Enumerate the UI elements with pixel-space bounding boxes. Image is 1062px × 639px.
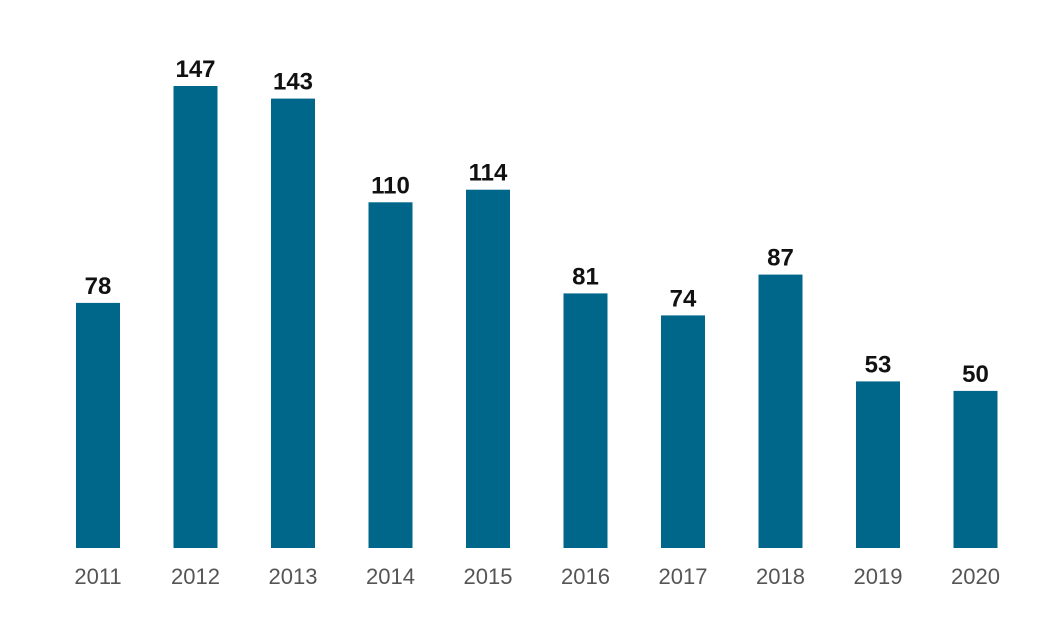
value-label-2017: 74 — [670, 285, 697, 312]
value-label-2018: 87 — [767, 245, 794, 272]
x-tick-label-2018: 2018 — [756, 564, 805, 589]
x-tick-label-2016: 2016 — [561, 564, 610, 589]
x-tick-label-2013: 2013 — [269, 564, 318, 589]
bar-2017 — [661, 315, 705, 548]
bar-2016 — [563, 293, 608, 548]
bar-2012 — [173, 86, 218, 548]
bar-2019 — [856, 381, 900, 548]
x-tick-label-2017: 2017 — [659, 564, 708, 589]
x-tick-label-2014: 2014 — [366, 564, 415, 589]
bar-2013 — [271, 98, 315, 548]
bar-2011 — [76, 302, 120, 548]
value-label-2015: 114 — [469, 160, 508, 187]
value-labels-group: 78 147 143 110 114 81 74 87 53 50 — [85, 56, 989, 388]
x-tick-label-2011: 2011 — [74, 564, 121, 589]
value-label-2012: 147 — [175, 56, 215, 83]
value-label-2011: 78 — [85, 273, 112, 300]
x-tick-label-2015: 2015 — [464, 564, 513, 589]
x-axis-tick-labels: 2011 2012 2013 2014 2015 2016 2017 2018 2019 2020 — [74, 564, 1000, 589]
x-tick-label-2019: 2019 — [854, 564, 903, 589]
value-label-2014: 110 — [371, 172, 410, 199]
x-tick-label-2012: 2012 — [171, 564, 220, 589]
value-label-2019: 53 — [865, 351, 892, 378]
bar-2018 — [758, 274, 803, 548]
bar-2015 — [466, 189, 510, 548]
value-label-2016: 81 — [572, 263, 599, 290]
value-label-2013: 143 — [273, 69, 313, 96]
bars-group — [76, 86, 998, 549]
value-label-2020: 50 — [962, 361, 989, 388]
bar-2014 — [368, 202, 413, 549]
x-tick-label-2020: 2020 — [951, 564, 1000, 589]
bar-2020 — [953, 390, 998, 548]
